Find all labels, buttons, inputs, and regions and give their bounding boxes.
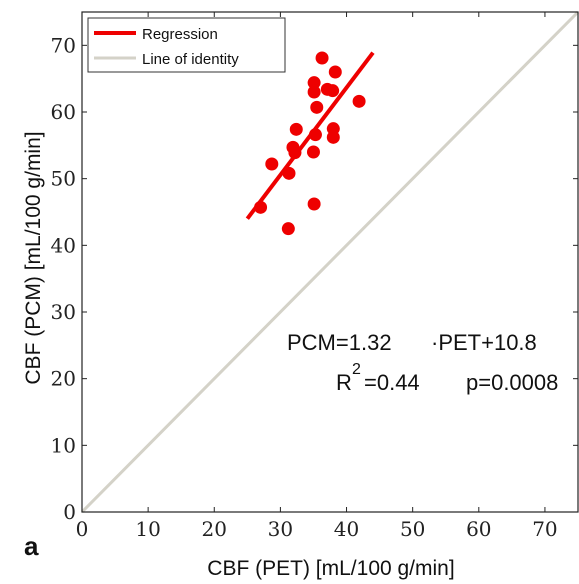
data-point — [265, 157, 279, 171]
x-tick-label: 60 — [466, 517, 491, 541]
data-point — [307, 76, 321, 90]
data-point — [352, 94, 366, 108]
r-label: R — [336, 370, 352, 395]
y-tick-label: 50 — [51, 167, 76, 191]
r-value: =0.44 — [364, 370, 420, 395]
data-point — [254, 200, 268, 214]
y-tick-label: 70 — [51, 33, 76, 57]
x-tick-label: 20 — [202, 517, 227, 541]
equation-right: ·PET+10.8 — [431, 330, 537, 355]
x-tick-label: 10 — [135, 517, 160, 541]
data-point — [288, 146, 302, 160]
data-point — [282, 166, 296, 180]
data-point — [307, 197, 321, 211]
legend-label-identity: Line of identity — [142, 51, 239, 68]
y-tick-label: 10 — [51, 433, 76, 457]
data-point — [281, 222, 295, 236]
data-point — [289, 122, 303, 136]
y-tick-label: 0 — [63, 500, 76, 524]
data-points — [254, 51, 366, 236]
identity-line — [80, 10, 579, 514]
x-tick-label: 30 — [268, 517, 293, 541]
x-tick-label: 70 — [532, 517, 557, 541]
x-tick-label: 0 — [76, 517, 89, 541]
y-tick-label: 40 — [51, 233, 76, 257]
x-axis-ticks: 0 10 20 30 40 50 60 70 — [76, 12, 558, 541]
x-axis-label: CBF (PET) [mL/100 g/min] — [207, 557, 454, 580]
r-exponent: 2 — [352, 361, 361, 378]
y-axis-ticks: 0 10 20 30 40 50 60 70 — [51, 33, 578, 524]
x-tick-label: 50 — [400, 517, 425, 541]
data-point — [326, 122, 340, 136]
data-point — [315, 51, 329, 65]
data-point — [310, 100, 324, 114]
data-point — [326, 84, 340, 98]
y-tick-label: 30 — [51, 300, 76, 324]
data-point — [308, 128, 322, 142]
data-point — [307, 85, 321, 99]
panel-letter: a — [24, 531, 39, 561]
x-tick-label: 40 — [334, 517, 359, 541]
data-point — [306, 145, 320, 159]
y-tick-label: 20 — [51, 367, 76, 391]
y-axis-label: CBF (PCM) [mL/100 g/min] — [22, 131, 45, 384]
equation-left: PCM=1.32 — [287, 330, 392, 355]
legend-label-regression: Regression — [142, 26, 218, 43]
legend: Regression Line of identity — [87, 17, 286, 73]
plot-frame — [81, 11, 579, 513]
legend-box — [87, 17, 286, 73]
data-point — [328, 65, 342, 79]
p-value: p=0.0008 — [466, 370, 558, 395]
y-tick-label: 60 — [51, 100, 76, 124]
